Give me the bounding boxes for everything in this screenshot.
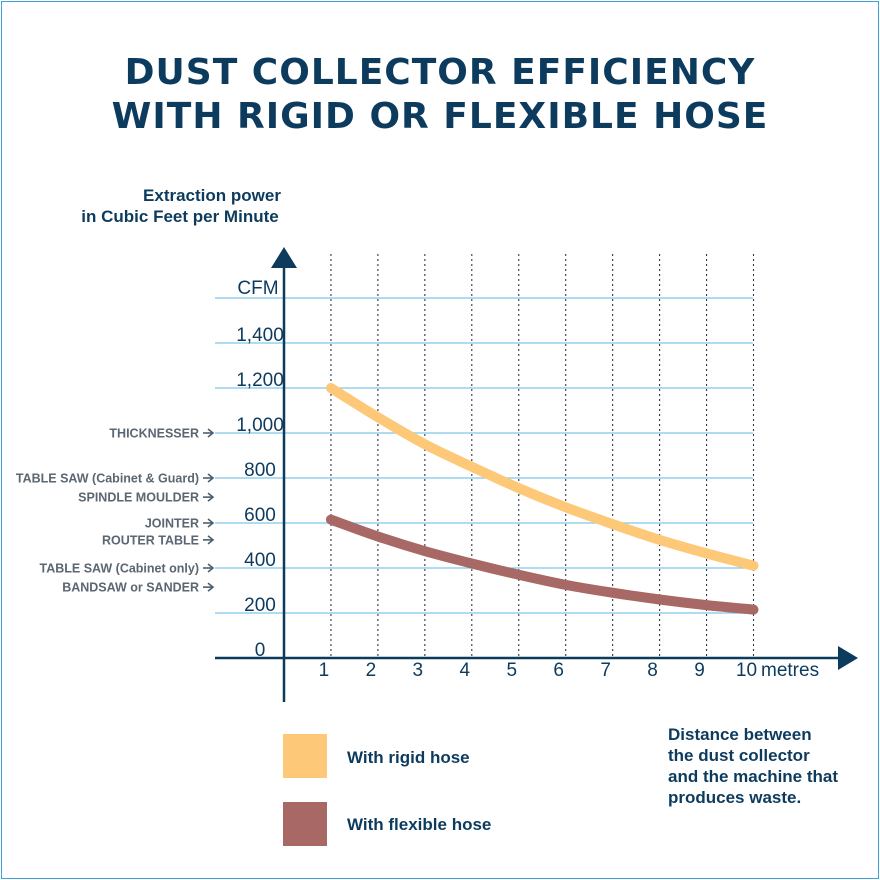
y-tick-label: 800 <box>244 460 276 481</box>
chart-title-line1: DUST COLLECTOR EFFICIENCY <box>125 52 756 93</box>
machine-arrowhead-icon <box>207 428 215 438</box>
x-axis-note-line2: the dust collector <box>668 746 810 765</box>
legend-swatch-rigid <box>283 734 327 778</box>
machine-label: SPINDLE MOULDER <box>78 491 199 505</box>
y-axis-arrow-icon <box>271 247 297 268</box>
series-line-rigid-hose <box>325 383 759 571</box>
machine-label: TABLE SAW (Cabinet & Guard) <box>16 472 199 486</box>
vertical-gridlines <box>330 254 755 658</box>
y-tick-label: 400 <box>244 550 276 571</box>
x-tick-label: 4 <box>460 660 471 681</box>
x-axis-tick-labels: 1 2 3 4 5 6 7 8 9 10 <box>319 660 757 681</box>
machine-label: JOINTER <box>145 517 199 531</box>
horizontal-gridlines <box>215 297 753 614</box>
machine-markers: THICKNESSER TABLE SAW (Cabinet & Guard) SP… <box>16 427 215 595</box>
y-axis-title-line1: Extraction power <box>143 186 281 205</box>
machine-arrowhead-icon <box>207 473 215 483</box>
machine-arrowhead-icon <box>207 535 215 545</box>
x-tick-label: 9 <box>694 660 705 681</box>
x-axis-note-line4: produces waste. <box>668 788 801 807</box>
legend-label-rigid: With rigid hose <box>347 748 470 767</box>
legend: With rigid hose With flexible hose <box>283 734 491 846</box>
x-axis-unit: metres <box>761 660 819 681</box>
legend-swatch-flexible <box>283 802 327 846</box>
y-axis-unit: CFM <box>237 278 278 299</box>
y-tick-label: 200 <box>244 595 276 616</box>
x-tick-label: 10 <box>736 660 757 681</box>
x-tick-label: 2 <box>366 660 377 681</box>
x-tick-label: 6 <box>553 660 564 681</box>
machine-arrowhead-icon <box>207 518 215 528</box>
series-lines <box>325 383 759 615</box>
x-axis-note-line3: and the machine that <box>668 767 838 786</box>
legend-label-flexible: With flexible hose <box>347 815 491 834</box>
machine-arrowhead-icon <box>207 582 215 592</box>
machine-label: ROUTER TABLE <box>102 533 199 547</box>
y-tick-label: 1,000 <box>236 415 284 436</box>
machine-label: TABLE SAW (Cabinet only) <box>40 562 200 576</box>
machine-label: BANDSAW or SANDER <box>62 581 199 595</box>
machine-arrowhead-icon <box>207 563 215 573</box>
x-tick-label: 8 <box>647 660 658 681</box>
y-axis-title-line2: in Cubic Feet per Minute <box>81 207 278 226</box>
x-tick-label: 1 <box>319 660 330 681</box>
series-line-flexible-hose <box>325 514 759 615</box>
chart-title-line2: WITH RIGID OR FLEXIBLE HOSE <box>112 96 769 137</box>
y-tick-label: 600 <box>244 505 276 526</box>
x-axis-arrow-icon <box>838 646 858 670</box>
x-tick-label: 7 <box>600 660 611 681</box>
x-tick-label: 5 <box>506 660 517 681</box>
x-axis-note: Distance between the dust collector and … <box>668 725 838 807</box>
machine-label: THICKNESSER <box>109 427 199 441</box>
y-tick-label: 0 <box>255 640 266 661</box>
x-axis-note-line1: Distance between <box>668 725 812 744</box>
x-tick-label: 3 <box>413 660 424 681</box>
y-tick-label: 1,400 <box>236 325 284 346</box>
y-tick-label: 1,200 <box>236 370 284 391</box>
y-axis-tick-labels: 0 200 400 600 800 1,000 1,200 1,400 <box>236 325 284 661</box>
machine-arrowhead-icon <box>207 492 215 502</box>
